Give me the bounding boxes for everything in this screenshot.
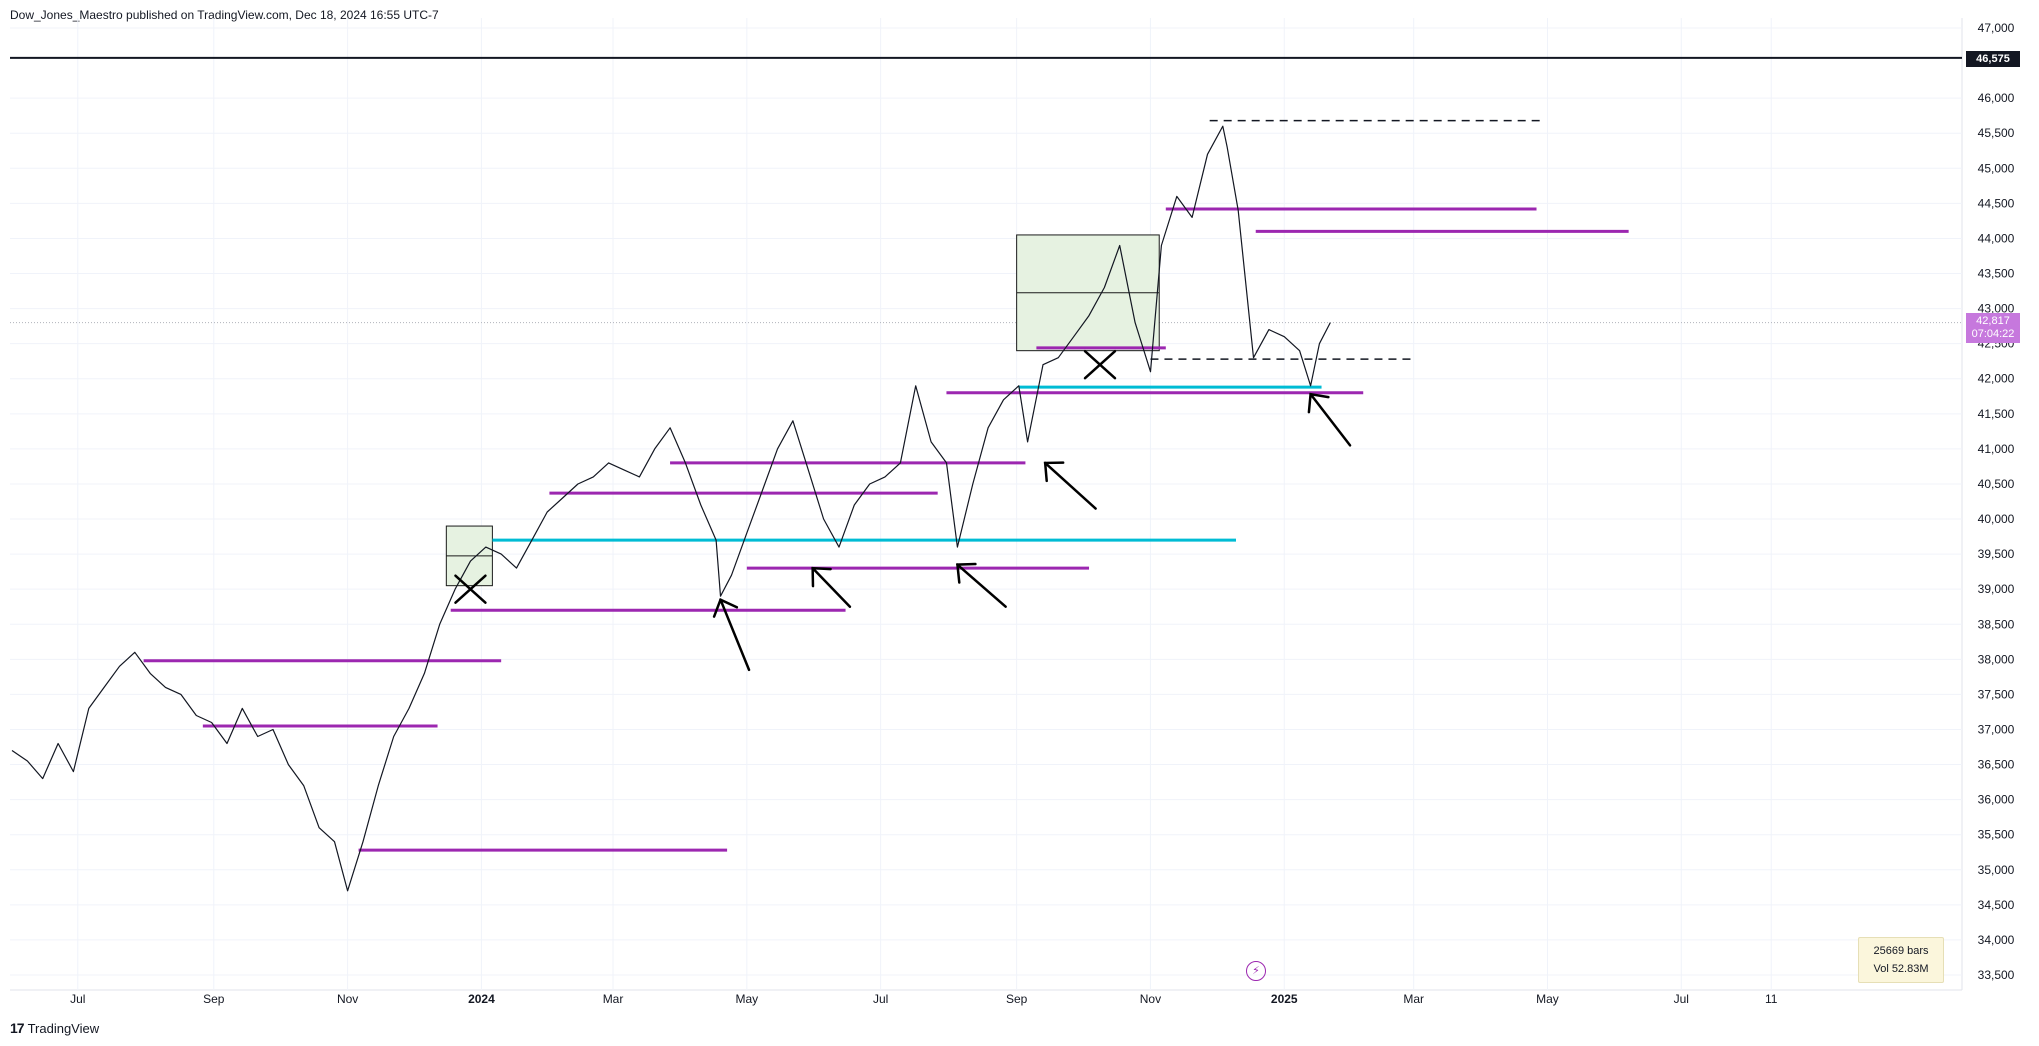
current-price-tag: 42,817 07:04:22 bbox=[1966, 313, 2020, 343]
y-tick-label: 33,500 bbox=[1978, 968, 2015, 982]
arrow-annotation bbox=[1309, 392, 1352, 447]
arrow-head bbox=[811, 566, 832, 588]
y-tick-label: 39,500 bbox=[1978, 547, 2015, 561]
footer-brand[interactable]: 17 TradingView bbox=[10, 1020, 99, 1036]
level-price-tag: 46,575 bbox=[1966, 51, 2020, 67]
y-tick-label: 34,000 bbox=[1978, 933, 2015, 947]
price-series-line bbox=[11, 125, 1331, 892]
x-tick-label: Nov bbox=[1140, 992, 1161, 1006]
zone-layer bbox=[445, 234, 1160, 587]
x-tick-label: Jul bbox=[70, 992, 85, 1006]
x-tick-label: Jul bbox=[1674, 992, 1689, 1006]
annotation-layer bbox=[454, 349, 1352, 672]
y-tick-label: 41,000 bbox=[1978, 442, 2015, 456]
x-tick-label: May bbox=[736, 992, 759, 1006]
level-layer bbox=[10, 56, 1962, 852]
x-tick-label: Mar bbox=[603, 992, 624, 1006]
lightning-icon[interactable]: ⚡ bbox=[1246, 961, 1266, 981]
y-tick-label: 44,000 bbox=[1978, 231, 2015, 245]
arrow-head bbox=[956, 562, 977, 584]
x-tick-label: Mar bbox=[1403, 992, 1424, 1006]
x-tick-label: Nov bbox=[337, 992, 358, 1006]
y-tick-label: 40,500 bbox=[1978, 477, 2015, 491]
y-tick-label: 37,000 bbox=[1978, 722, 2015, 736]
bars-count: 25669 bars bbox=[1873, 945, 1929, 957]
y-tick-label: 40,000 bbox=[1978, 512, 2015, 526]
info-box: 25669 bars Vol 52.83M bbox=[1858, 937, 1944, 983]
x-tick-label: 11 bbox=[1765, 992, 1778, 1006]
current-price-value: 42,817 bbox=[1976, 315, 2010, 327]
y-tick-label: 42,000 bbox=[1978, 372, 2015, 386]
y-tick-label: 38,000 bbox=[1978, 652, 2015, 666]
y-axis: 33,500 34,000 34,500 35,000 35,500 36,000 36,5… bbox=[1978, 21, 2015, 982]
y-tick-label: 46,000 bbox=[1978, 91, 2015, 105]
y-tick-label: 47,000 bbox=[1978, 21, 2015, 35]
cross-mark bbox=[1083, 349, 1117, 380]
arrow-annotation bbox=[956, 563, 1007, 608]
y-tick-label: 37,500 bbox=[1978, 687, 2015, 701]
arrow-annotation bbox=[1043, 461, 1097, 510]
y-tick-label: 39,000 bbox=[1978, 582, 2015, 596]
y-tick-label: 36,500 bbox=[1978, 758, 2015, 772]
x-tick-label: 2024 bbox=[468, 992, 495, 1006]
arrow-head bbox=[712, 598, 739, 618]
y-tick-label: 35,500 bbox=[1978, 828, 2015, 842]
y-tick-label: 45,500 bbox=[1978, 126, 2015, 140]
y-tick-label: 36,000 bbox=[1978, 793, 2015, 807]
y-tick-label: 43,500 bbox=[1978, 267, 2015, 281]
x-tick-label: Sep bbox=[1006, 992, 1028, 1006]
x-tick-label: Jul bbox=[873, 992, 888, 1006]
x-tick-label: May bbox=[1536, 992, 1559, 1006]
y-tick-label: 35,000 bbox=[1978, 863, 2015, 877]
arrow-head bbox=[1043, 461, 1065, 483]
publisher-header: Dow_Jones_Maestro published on TradingVi… bbox=[10, 8, 439, 22]
cross-mark bbox=[454, 574, 487, 604]
y-tick-label: 38,500 bbox=[1978, 617, 2015, 631]
series-layer bbox=[11, 125, 1331, 892]
y-tick-label: 44,500 bbox=[1978, 196, 2015, 210]
arrow-head bbox=[1307, 392, 1330, 414]
x-tick-label: 2025 bbox=[1271, 992, 1298, 1006]
grid-layer bbox=[10, 18, 1963, 991]
y-tick-label: 45,000 bbox=[1978, 161, 2015, 175]
y-tick-label: 43,000 bbox=[1978, 302, 2015, 316]
arrow-annotation bbox=[811, 566, 852, 608]
arrow-annotation bbox=[719, 598, 751, 672]
x-axis: Jul Sep Nov 2024 Mar May Jul Sep Nov 2025 Mar May Ju… bbox=[70, 992, 1778, 1006]
tradingview-logo-icon: 17 bbox=[10, 1020, 25, 1036]
x-tick-label: Sep bbox=[203, 992, 225, 1006]
brand-name: TradingView bbox=[27, 1020, 100, 1036]
y-tick-label: 34,500 bbox=[1978, 898, 2015, 912]
bar-countdown: 07:04:22 bbox=[1971, 328, 2015, 340]
volume-value: Vol 52.83M bbox=[1873, 963, 1929, 975]
y-tick-label: 41,500 bbox=[1978, 407, 2015, 421]
